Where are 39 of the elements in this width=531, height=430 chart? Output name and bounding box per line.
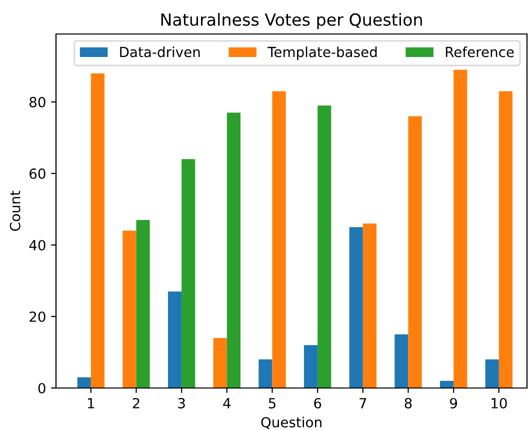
bar [408,116,422,388]
x-tick-label: 6 [314,398,322,408]
x-tick-label: 8 [404,398,412,408]
bar [498,91,512,388]
x-tick-label: 7 [360,398,366,408]
legend-label: Data-driven [120,46,200,58]
y-tick-label: 20 [30,311,46,322]
x-tick-label: 2 [132,398,140,408]
bar [440,380,454,388]
y-tick-label: 40 [29,240,46,250]
chart-title: Naturalness Votes per Question [161,13,422,30]
y-tick-label: 80 [30,96,46,108]
bar [226,112,240,388]
bar [304,345,318,388]
bar [349,227,363,388]
bar [182,159,196,388]
x-tick-label: 1 [88,398,94,408]
bar [258,359,272,388]
x-tick-label: 4 [223,398,231,408]
x-axis-title: Question [261,416,322,430]
legend-label: Template-based [268,46,377,60]
y-tick-label: 0 [38,382,46,394]
bar [136,220,150,388]
x-tick-label: 9 [450,398,458,408]
bar [90,73,105,388]
bar [394,334,408,388]
bar [362,224,376,388]
bar [77,377,91,388]
bar [318,106,332,388]
x-tick-label: 10 [492,398,507,408]
bar [272,91,286,388]
bar [485,359,499,388]
x-tick-label: 3 [178,398,185,408]
legend-label: Reference [446,46,514,58]
x-tick-label: 5 [268,398,276,408]
y-axis-title: Count [10,190,20,231]
bar [168,291,182,388]
bar [454,70,468,388]
y-tick-label: 60 [30,168,46,179]
